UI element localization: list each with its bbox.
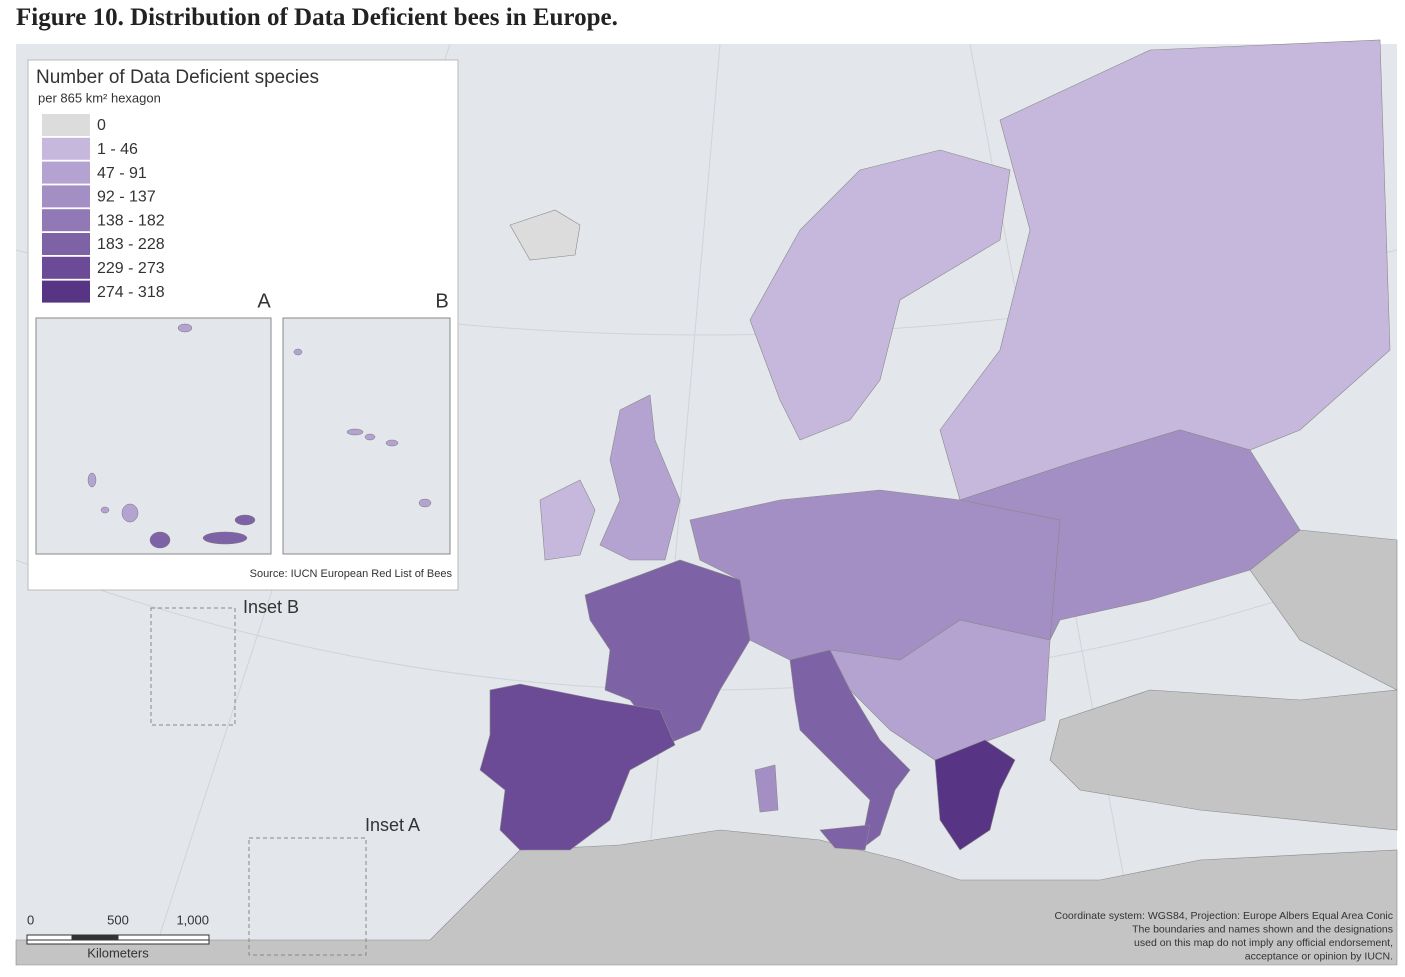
map-note: Coordinate system: WGS84, Projection: Eu… xyxy=(1054,910,1393,963)
legend-swatch xyxy=(42,256,90,279)
inset-b-letter: B xyxy=(435,290,448,312)
legend-swatch xyxy=(42,209,90,232)
inset-a-box xyxy=(35,317,272,555)
note-line: acceptance or opinion by IUCN. xyxy=(1245,950,1393,962)
legend-label: 47 - 91 xyxy=(97,165,147,182)
legend-label: 1 - 46 xyxy=(97,141,138,158)
legend-label: 183 - 228 xyxy=(97,236,165,253)
inset-b-label: Inset B xyxy=(243,597,299,617)
legend-items: 0 1 - 46 47 - 91 92 - 137 138 - 182 183 - 228… xyxy=(42,114,165,303)
inset-a-letter: A xyxy=(257,290,271,312)
legend-swatch xyxy=(42,233,90,255)
scale-tick-label: 0 xyxy=(27,912,34,927)
legend-label: 138 - 182 xyxy=(97,212,165,229)
legend-label: 0 xyxy=(97,117,106,134)
scale-labels: 0 500 1,000 xyxy=(27,912,209,927)
inset-a-frame xyxy=(248,837,367,956)
note-line: The boundaries and names shown and the d… xyxy=(1132,923,1393,935)
scale-tick-label: 500 xyxy=(107,912,129,927)
legend-label: 274 - 318 xyxy=(97,284,165,301)
note-line: used on this map do not imply any offici… xyxy=(1134,937,1393,949)
legend-swatch xyxy=(42,280,90,303)
figure-title: Figure 10. Distribution of Data Deficien… xyxy=(16,4,618,31)
inset-a-label: Inset A xyxy=(365,815,420,835)
scale-bar xyxy=(26,934,210,945)
legend-swatch xyxy=(42,185,90,208)
legend-title: Number of Data Deficient species xyxy=(36,67,319,88)
legend-label: 92 - 137 xyxy=(97,189,156,206)
scale-tick-label: 1,000 xyxy=(176,912,209,927)
legend-label: 229 - 273 xyxy=(97,260,165,277)
legend-swatch xyxy=(42,137,90,160)
inset-islands xyxy=(87,323,432,549)
scale-unit: Kilometers xyxy=(87,945,149,960)
legend-swatch xyxy=(42,114,90,136)
note-line: Coordinate system: WGS84, Projection: Eu… xyxy=(1054,910,1393,922)
legend-swatch xyxy=(42,161,90,184)
land xyxy=(15,39,1398,966)
legend-subtitle: per 865 km² hexagon xyxy=(38,90,161,105)
legend-source: Source: IUCN European Red List of Bees xyxy=(250,568,453,580)
inset-b-frame xyxy=(150,607,236,726)
